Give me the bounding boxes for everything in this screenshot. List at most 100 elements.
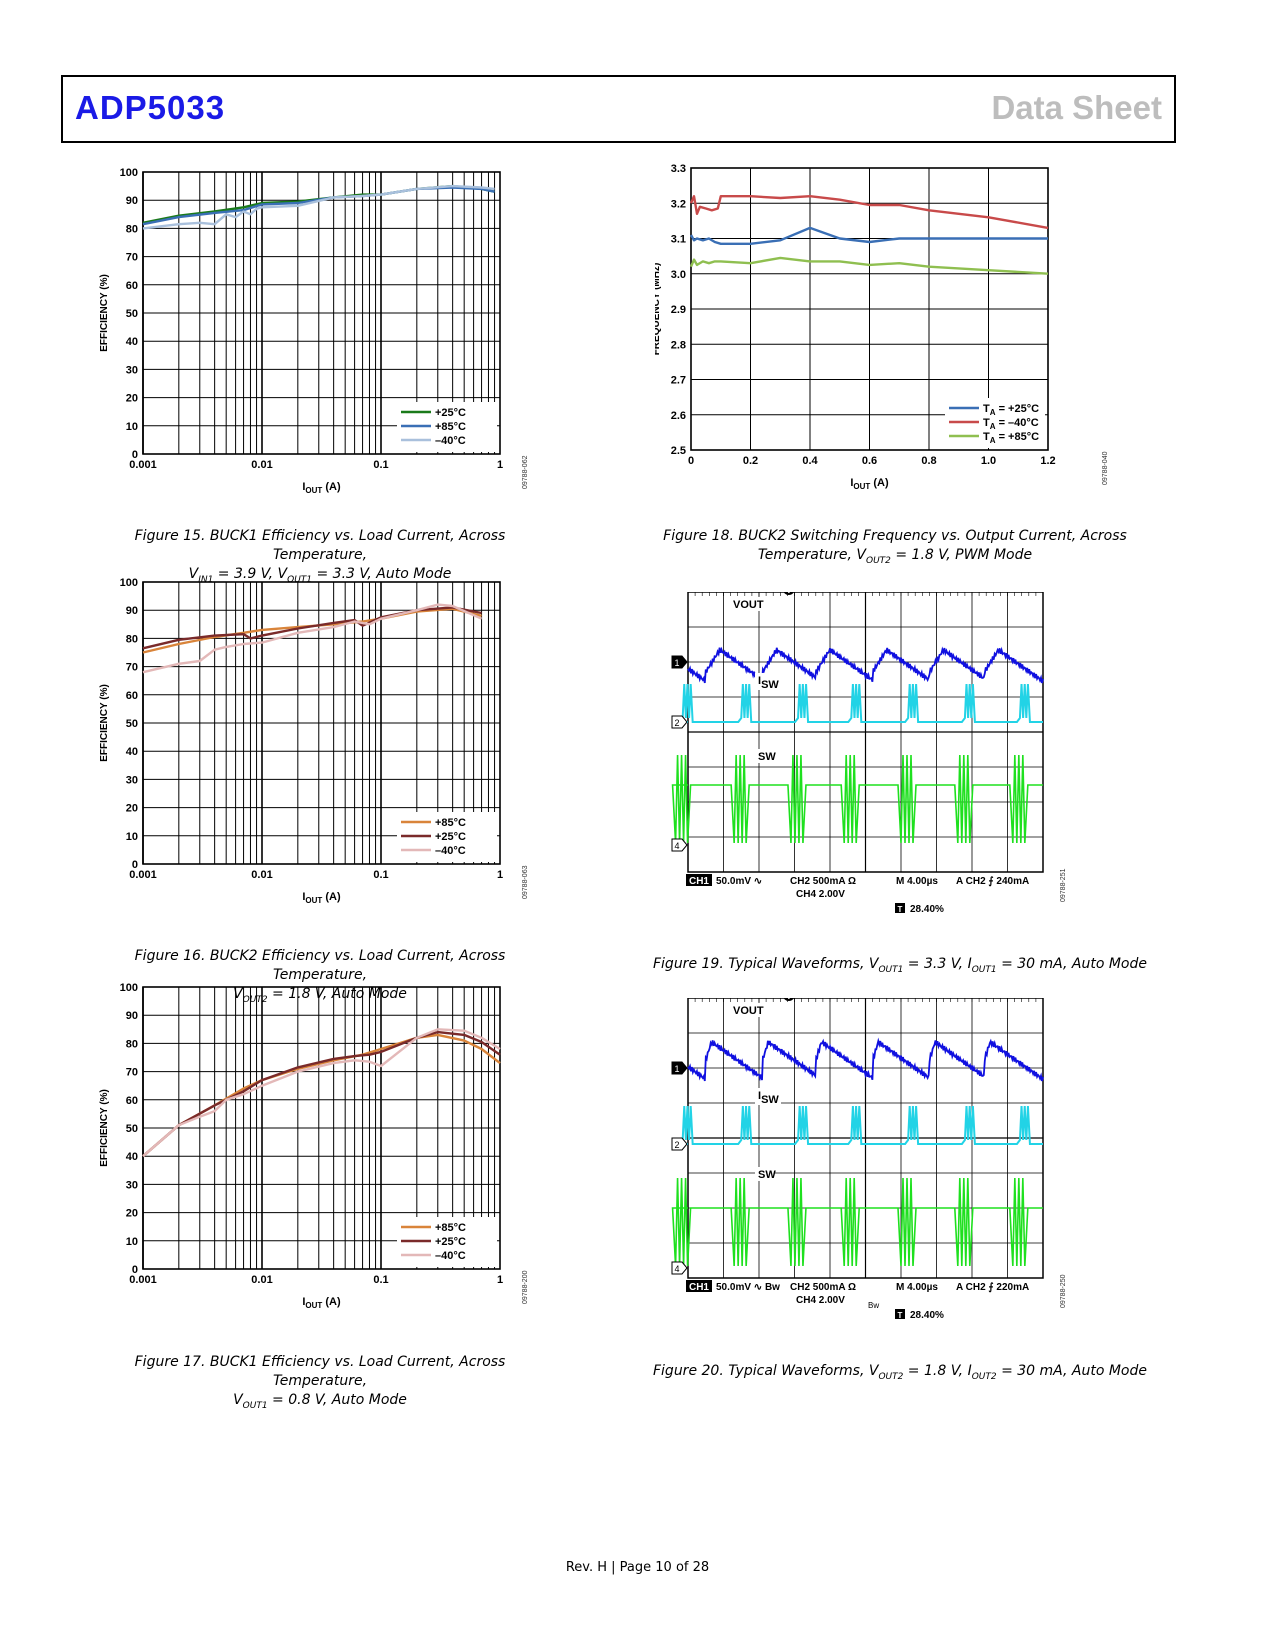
plot-area <box>689 167 1049 451</box>
plot-area <box>142 986 501 1270</box>
status-ch1: CH1 <box>689 1282 709 1293</box>
y-tick-label: 90 <box>126 1010 138 1022</box>
x-tick-label: 0.1 <box>373 869 388 881</box>
x-tick-label: 0.1 <box>373 1274 388 1286</box>
x-tick-label: 0.01 <box>251 869 272 881</box>
sw-label: SW <box>758 751 776 763</box>
y-tick-label: 10 <box>126 1236 138 1248</box>
figure-code: 09788-200 <box>522 1270 529 1304</box>
x-tick-label: 0.001 <box>129 869 157 881</box>
trigger-marker-text: T <box>786 592 792 595</box>
y-tick-label: 40 <box>126 336 138 348</box>
ch1-vout-trace <box>687 646 1044 684</box>
x-axis-label: IOUT (A) <box>302 1296 341 1310</box>
status-ch2-scale: CH2 500mA Ω <box>790 1282 856 1293</box>
trigger-pos-marker <box>895 1309 905 1319</box>
channel-marker <box>671 1137 688 1151</box>
trigger-marker-text: T <box>786 998 792 1001</box>
y-tick-label: 3.1 <box>671 234 686 246</box>
x-tick-label: 0.001 <box>129 459 157 471</box>
x-tick-label: 1 <box>497 459 503 471</box>
figure-code: 09788-062 <box>522 455 529 489</box>
x-axis-label: IOUT (A) <box>302 481 341 495</box>
trigger-pos-marker-text: T <box>898 1311 903 1320</box>
ch1-badge <box>686 874 712 886</box>
y-tick-label: 60 <box>126 280 138 292</box>
plot-frame <box>142 986 501 1270</box>
x-tick-label: 0.1 <box>373 459 388 471</box>
y-tick-label: 50 <box>126 718 138 730</box>
x-tick-label: 1.2 <box>1040 455 1055 467</box>
caption-text: = 0.8 V, Auto Mode <box>267 1392 407 1408</box>
caption-text: Figure 18. BUCK2 Switching Frequency vs.… <box>663 528 1127 544</box>
x-tick-label: 0.01 <box>251 1274 272 1286</box>
document-type: Data Sheet <box>991 89 1162 126</box>
figure-code: 09788-251 <box>1060 868 1067 902</box>
channel-number: 2 <box>674 1140 679 1150</box>
channel-marker <box>671 715 688 729</box>
x-tick-label: 0 <box>688 455 694 467</box>
y-tick-label: 10 <box>126 831 138 843</box>
y-tick-label: 80 <box>126 633 138 645</box>
label-bg <box>755 673 781 690</box>
legend-label: TA = +85°C <box>983 431 1039 445</box>
legend-label: +25°C <box>435 1236 466 1248</box>
status-ch1-scale: 50.0mV ∿ Bw <box>716 1282 780 1293</box>
caption-sub: OUT2 <box>878 1371 904 1382</box>
caption-sub: OUT1 <box>971 964 997 975</box>
legend-label: +85°C <box>435 817 466 829</box>
legend-label: TA = –40°C <box>983 417 1039 431</box>
caption-sub: OUT1 <box>878 964 904 975</box>
y-axis-label: EFFICIENCY (%) <box>99 1089 110 1167</box>
series-line <box>689 226 1048 246</box>
caption-text: Figure 19. Typical Waveforms, V <box>652 956 879 972</box>
vout-label: VOUT <box>733 1005 764 1017</box>
caption-sub: OUT1 <box>287 574 313 585</box>
x-tick-label: 0.2 <box>743 455 758 467</box>
y-tick-label: 100 <box>120 982 138 994</box>
caption-text: Temperature, V <box>757 547 867 563</box>
y-tick-label: 100 <box>120 167 138 179</box>
caption-text: V <box>233 1392 243 1408</box>
caption-text: = 1.8 V, PWM Mode <box>890 547 1033 563</box>
label-bg <box>755 1088 781 1105</box>
y-tick-label: 20 <box>126 1208 138 1220</box>
y-tick-label: 0 <box>132 1264 138 1276</box>
status-trigger-position: 28.40% <box>910 1310 944 1321</box>
status-trigger: A CH2 ⨍ 240mA <box>956 876 1029 887</box>
series-line <box>689 195 1049 230</box>
ch1-badge <box>686 1280 712 1292</box>
caption-sub: OUT2 <box>971 1371 997 1382</box>
y-axis-label: EFFICIENCY (%) <box>99 684 110 762</box>
x-tick-label: 1 <box>497 1274 503 1286</box>
label-bg <box>730 1003 766 1017</box>
y-tick-label: 70 <box>126 662 138 674</box>
y-tick-label: 50 <box>126 1123 138 1135</box>
channel-number: 2 <box>674 718 679 728</box>
channel-number: 1 <box>674 1064 679 1074</box>
y-tick-label: 3.3 <box>671 163 686 175</box>
status-ch4-scale: CH4 2.00V <box>796 889 845 900</box>
legend-label: TA = +25°C <box>983 403 1039 417</box>
x-axis-label: IOUT (A) <box>850 477 889 491</box>
status-ch4-scale: CH4 2.00V <box>796 1295 845 1306</box>
legend-label: –40°C <box>435 435 466 447</box>
caption-text: Figure 16. BUCK2 Efficiency vs. Load Cur… <box>134 948 506 983</box>
series-line <box>142 603 483 674</box>
y-tick-label: 70 <box>126 252 138 264</box>
figure-code: 09788-063 <box>522 865 529 899</box>
x-tick-label: 0.01 <box>251 459 272 471</box>
status-ch1: CH1 <box>689 876 709 887</box>
ch1-vout-trace <box>687 1037 1044 1082</box>
channel-marker <box>671 838 688 852</box>
series-line <box>142 1030 501 1158</box>
channel-number: 1 <box>674 658 679 668</box>
caption-text: Figure 20. Typical Waveforms, V <box>652 1363 879 1379</box>
caption-text: = 1.8 V, I <box>903 1363 972 1379</box>
figure-16-caption: Figure 16. BUCK2 Efficiency vs. Load Cur… <box>95 947 545 1010</box>
y-tick-label: 100 <box>120 577 138 589</box>
figure-16-chart: 0 10 20 30 40 50 60 70 80 90 100 0.001 0.01 0.1 1 IOUT … <box>99 577 529 905</box>
status-trigger: A CH2 ⨍ 220mA <box>956 1282 1029 1293</box>
caption-text: = 3.3 V, Auto Mode <box>312 566 452 582</box>
status-ch1-scale: 50.0mV ∿ <box>716 876 762 887</box>
